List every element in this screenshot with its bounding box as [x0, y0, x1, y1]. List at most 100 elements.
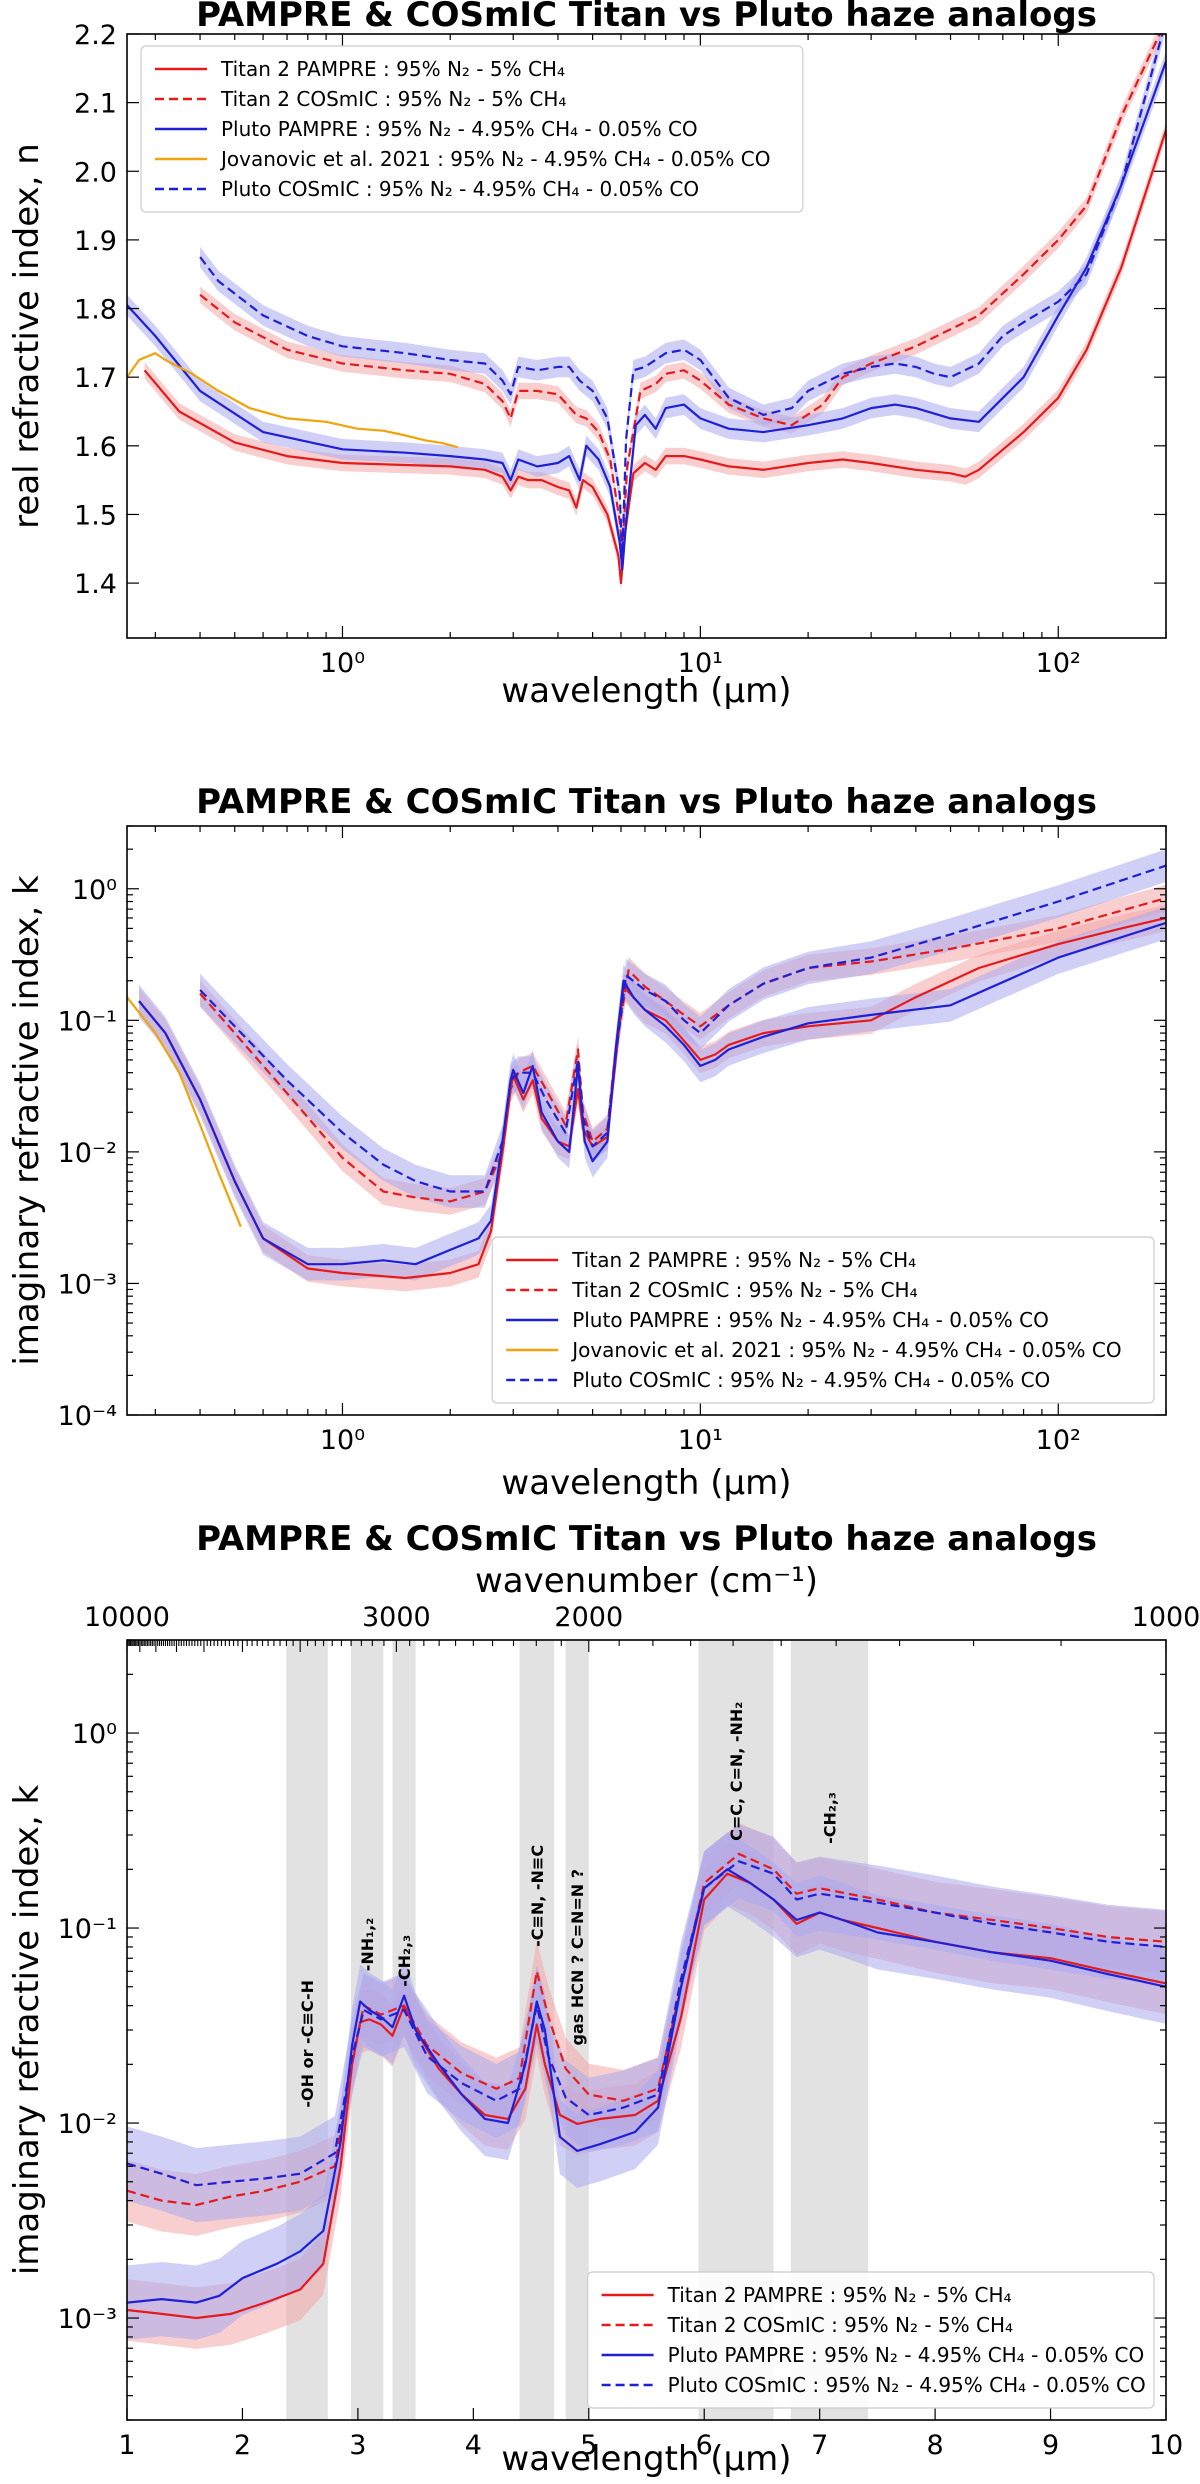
x-tick-label: 3 [349, 2430, 366, 2461]
y-tick-label: 1.9 [74, 226, 117, 257]
x-tick-label: 10² [1036, 1425, 1081, 1456]
x-axis-label: wavelength (μm) [501, 1463, 791, 1503]
x2-tick-label: 3000 [362, 1602, 431, 1633]
series-line-pluto_pampre [127, 61, 1166, 571]
x-tick-label: 7 [811, 2430, 828, 2461]
legend-box [491, 1236, 1155, 1404]
legend-label-titan_cosmic: Titan 2 COSmIC : 95% N₂ - 5% CH₄ [220, 87, 566, 111]
uncertainty-band-pluto_cosmic [127, 1824, 1166, 2223]
legend-label-titan_pampre: Titan 2 PAMPRE : 95% N₂ - 5% CH₄ [571, 1248, 916, 1272]
absorption-band-label-1: -OH or -C≡C-H [298, 1980, 317, 2108]
legend-1: Titan 2 PAMPRE : 95% N₂ - 5% CH₄ Titan 2 … [140, 45, 804, 213]
y-tick-label: 10⁻¹ [58, 1006, 117, 1037]
uncertainty-band-pluto_cosmic [200, 849, 1166, 1208]
chart-1-frame [126, 33, 1167, 639]
y-axis-label: imaginary refractive index, k [7, 875, 47, 1366]
legend-2: Titan 2 PAMPRE : 95% N₂ - 5% CH₄ Titan 2 … [491, 1236, 1155, 1404]
chart-2-title: PAMPRE & COSmIC Titan vs Pluto haze anal… [196, 782, 1097, 822]
y-tick-label: 2.1 [74, 89, 117, 120]
x-tick-label: 2 [234, 2430, 251, 2461]
absorption-band-5 [565, 1640, 589, 2420]
y-tick-label: 1.7 [74, 363, 117, 394]
legend-label-pluto_pampre: Pluto PAMPRE : 95% N₂ - 4.95% CH₄ - 0.05… [572, 1308, 1049, 1332]
x-axis-label: wavelength (μm) [501, 671, 791, 711]
x-tick-label: 1 [118, 2430, 135, 2461]
chart-1: PAMPRE & COSmIC Titan vs Pluto haze anal… [7, 0, 1167, 711]
chart-2-frame [126, 825, 1167, 1416]
y-tick-label: 10⁻³ [58, 2304, 117, 2335]
x-tick-label: 10¹ [678, 1425, 723, 1456]
x2-tick-label: 2000 [554, 1602, 623, 1633]
legend-label-pluto_pampre: Pluto PAMPRE : 95% N₂ - 4.95% CH₄ - 0.05… [668, 2343, 1145, 2367]
y-tick-label: 10⁰ [72, 1719, 117, 1750]
absorption-band-label-6: C=C, C=N, -NH₂ [727, 1702, 746, 1841]
uncertainty-band-pluto_pampre [127, 51, 1166, 580]
absorption-band-label-3: -CH₂,₃ [395, 1935, 414, 1987]
x-tick-label: 10⁰ [320, 1425, 365, 1456]
legend-label-titan_cosmic: Titan 2 COSmIC : 95% N₂ - 5% CH₄ [667, 2313, 1013, 2337]
series-line-titan_cosmic [199, 34, 1161, 550]
y-tick-label: 1.6 [74, 432, 117, 463]
legend-label-pluto_cosmic: Pluto COSmIC : 95% N₂ - 4.95% CH₄ - 0.05… [221, 177, 699, 201]
x-tick-label: 10 [1149, 2430, 1183, 2461]
y-tick-label: 10⁻¹ [58, 1914, 117, 1945]
legend-label-titan_pampre: Titan 2 PAMPRE : 95% N₂ - 5% CH₄ [220, 57, 565, 81]
x-tick-label: 8 [927, 2430, 944, 2461]
y-tick-label: 10⁻³ [58, 1269, 117, 1300]
chart-1-plot-area [127, 34, 1166, 592]
series-line-pluto_pampre [138, 921, 1166, 1266]
x-tick-label: 10² [1036, 648, 1081, 679]
y-tick-label: 2.0 [74, 157, 117, 188]
y-tick-label: 1.8 [74, 295, 117, 326]
y-axis-label: real refractive index, n [7, 143, 47, 529]
legend-label-jovanovic: Jovanovic et al. 2021 : 95% N₂ - 4.95% C… [570, 1338, 1121, 1362]
y-tick-label: 10⁻⁴ [58, 1401, 117, 1432]
absorption-band-label-2: -NH₁,₂ [358, 1918, 377, 1972]
x2-tick-label: 10000 [84, 1602, 170, 1633]
chart-1-title: PAMPRE & COSmIC Titan vs Pluto haze anal… [196, 0, 1097, 35]
series-line-pluto_cosmic [199, 34, 1164, 557]
legend-box [140, 45, 804, 213]
x-axis-label: wavelength (μm) [501, 2439, 791, 2479]
y-tick-label: 1.4 [74, 569, 117, 600]
x2-axis-label: wavenumber (cm⁻¹) [475, 1561, 818, 1601]
y-tick-label: 10⁻² [58, 2109, 117, 2140]
x-tick-label: 5 [580, 2430, 597, 2461]
absorption-band-label-5: gas HCN ? C=N=N ? [568, 1869, 587, 2045]
legend-label-pluto_pampre: Pluto PAMPRE : 95% N₂ - 4.95% CH₄ - 0.05… [221, 117, 698, 141]
legend-label-pluto_cosmic: Pluto COSmIC : 95% N₂ - 4.95% CH₄ - 0.05… [668, 2373, 1146, 2397]
series-line-pluto_pampre [127, 1868, 1166, 2304]
uncertainty-band-titan_cosmic [200, 884, 1166, 1215]
legend-label-titan_pampre: Titan 2 PAMPRE : 95% N₂ - 5% CH₄ [667, 2283, 1012, 2307]
absorption-band-label-7: -CH₂,₃ [820, 1792, 839, 1844]
legend-3: Titan 2 PAMPRE : 95% N₂ - 5% CH₄ Titan 2 … [586, 2271, 1155, 2409]
legend-box [586, 2271, 1155, 2409]
legend-label-jovanovic: Jovanovic et al. 2021 : 95% N₂ - 4.95% C… [219, 147, 770, 171]
y-tick-label: 1.5 [74, 500, 117, 531]
legend-label-pluto_cosmic: Pluto COSmIC : 95% N₂ - 4.95% CH₄ - 0.05… [572, 1368, 1050, 1392]
legend-label-titan_cosmic: Titan 2 COSmIC : 95% N₂ - 5% CH₄ [571, 1278, 917, 1302]
chart-2-plot-area [127, 849, 1166, 1292]
y-axis-label: imaginary refractive index, k [7, 1785, 47, 2276]
y-tick-label: 2.2 [74, 20, 117, 51]
series-line-pluto_cosmic [127, 1860, 1166, 2187]
series-line-jovanovic [127, 996, 242, 1228]
series-line-jovanovic [127, 352, 459, 449]
uncertainty-band-titan_pampre [144, 121, 1166, 592]
x-tick-label: 4 [465, 2430, 482, 2461]
absorption-band-label-4: -C≡N, -N≡C [528, 1845, 547, 1947]
y-tick-label: 10⁻² [58, 1138, 117, 1169]
chart-3-plot-area [127, 1823, 1166, 2349]
series-line-pluto_cosmic [199, 864, 1166, 1193]
chart-3-title: PAMPRE & COSmIC Titan vs Pluto haze anal… [196, 1519, 1097, 1559]
chart-2: PAMPRE & COSmIC Titan vs Pluto haze anal… [7, 782, 1167, 1503]
series-line-titan_cosmic [127, 1852, 1166, 2207]
x-tick-label: 9 [1042, 2430, 1059, 2461]
y-tick-label: 10⁰ [72, 875, 117, 906]
x-tick-label: 6 [696, 2430, 713, 2461]
x-tick-label: 10¹ [678, 648, 723, 679]
x-tick-label: 10⁰ [320, 648, 365, 679]
x2-tick-label: 1000 [1132, 1602, 1200, 1633]
